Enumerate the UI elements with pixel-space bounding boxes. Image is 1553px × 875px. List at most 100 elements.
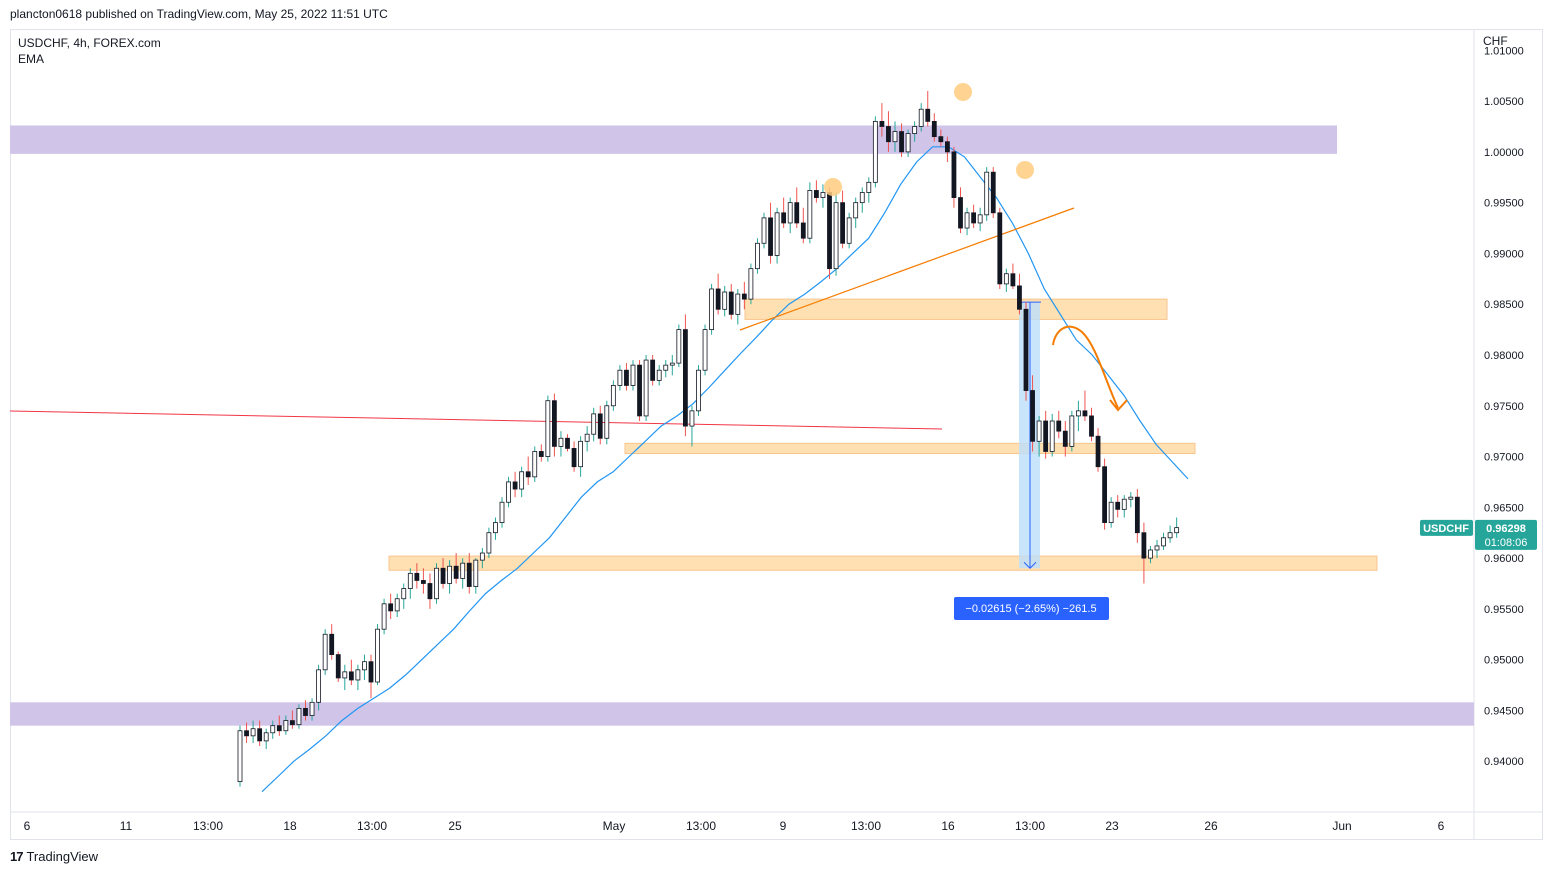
candle-body[interactable] <box>676 329 682 364</box>
candle-body[interactable] <box>381 603 387 630</box>
candle-body[interactable] <box>1095 435 1101 468</box>
candle-body[interactable] <box>755 242 760 270</box>
red-trend-line[interactable] <box>9 410 943 430</box>
candle-body[interactable] <box>604 405 610 439</box>
candle-body[interactable] <box>309 701 315 716</box>
candle-body[interactable] <box>761 217 767 244</box>
candle-body[interactable] <box>565 437 570 449</box>
candle-body[interactable] <box>774 212 780 256</box>
indicator-label[interactable]: EMA <box>18 52 45 66</box>
candle-body[interactable] <box>335 654 341 679</box>
symbol-tag[interactable] <box>1420 519 1473 536</box>
candle-body[interactable] <box>1102 466 1107 523</box>
candle-body[interactable] <box>892 131 898 143</box>
candle-body[interactable] <box>519 471 525 490</box>
marker-shoulder-right[interactable] <box>1016 161 1034 179</box>
candle-body[interactable] <box>859 192 865 204</box>
candle-body[interactable] <box>270 725 276 734</box>
zone-purple-0[interactable] <box>10 125 1337 154</box>
candle-body[interactable] <box>375 628 380 683</box>
candle-body[interactable] <box>434 567 439 600</box>
zone-purple-1[interactable] <box>10 702 1474 726</box>
candle-body[interactable] <box>1023 308 1029 391</box>
candle-body[interactable] <box>545 400 551 457</box>
candle-body[interactable] <box>263 732 269 742</box>
candle-body[interactable] <box>1121 498 1127 510</box>
candle-body[interactable] <box>329 633 335 655</box>
candle-body[interactable] <box>552 400 557 447</box>
candle-body[interactable] <box>506 481 511 503</box>
candle-body[interactable] <box>964 212 970 229</box>
candle-body[interactable] <box>440 567 446 584</box>
candle-body[interactable] <box>257 728 263 742</box>
candle-body[interactable] <box>696 369 701 412</box>
candle-body[interactable] <box>388 603 394 612</box>
candle-body[interactable] <box>938 136 944 143</box>
candle-body[interactable] <box>453 565 459 579</box>
price-tag[interactable] <box>1475 519 1537 550</box>
candle-body[interactable] <box>296 708 302 726</box>
candle-body[interactable] <box>512 481 518 490</box>
candle-body[interactable] <box>899 131 904 153</box>
candle-body[interactable] <box>709 288 714 330</box>
marker-head[interactable] <box>954 83 972 101</box>
candle-body[interactable] <box>840 202 845 244</box>
candle-body[interactable] <box>663 364 669 371</box>
candle-body[interactable] <box>722 291 728 310</box>
candle-body[interactable] <box>1076 410 1081 417</box>
candle-body[interactable] <box>905 133 911 153</box>
candle-body[interactable] <box>827 192 832 270</box>
candle-body[interactable] <box>1069 415 1075 447</box>
candle-body[interactable] <box>466 562 472 587</box>
candle-body[interactable] <box>610 385 616 407</box>
candle-body[interactable] <box>348 671 354 681</box>
candle-body[interactable] <box>787 202 793 224</box>
ema-line[interactable] <box>261 146 1189 793</box>
candle-body[interactable] <box>951 151 957 198</box>
candle-body[interactable] <box>958 197 963 229</box>
candle-body[interactable] <box>990 171 996 214</box>
candle-body[interactable] <box>689 410 695 427</box>
candle-body[interactable] <box>872 121 878 183</box>
candle-body[interactable] <box>1062 430 1068 447</box>
candle-body[interactable] <box>479 552 485 561</box>
candle-body[interactable] <box>250 728 256 737</box>
candle-body[interactable] <box>558 437 564 447</box>
candle-body[interactable] <box>1089 415 1094 437</box>
candle-body[interactable] <box>781 212 787 224</box>
candle-body[interactable] <box>768 217 773 256</box>
candle-body[interactable] <box>407 572 413 589</box>
candle-body[interactable] <box>735 293 741 315</box>
candle-body[interactable] <box>1141 532 1147 559</box>
candle-body[interactable] <box>538 451 544 457</box>
candle-body[interactable] <box>643 359 649 417</box>
candle-body[interactable] <box>283 720 289 732</box>
candle-body[interactable] <box>1082 410 1088 417</box>
candle-body[interactable] <box>1108 501 1114 523</box>
candle-body[interactable] <box>447 565 453 584</box>
candle-body[interactable] <box>741 293 747 300</box>
candle-body[interactable] <box>427 583 433 600</box>
candle-body[interactable] <box>532 451 538 478</box>
candle-body[interactable] <box>984 171 990 216</box>
candle-body[interactable] <box>401 588 407 600</box>
candle-body[interactable] <box>918 108 924 127</box>
candle-body[interactable] <box>630 364 636 386</box>
candle-body[interactable] <box>1056 420 1062 432</box>
candle-body[interactable] <box>853 202 859 219</box>
candle-body[interactable] <box>584 433 590 442</box>
candle-body[interactable] <box>1017 285 1022 310</box>
candle-body[interactable] <box>807 190 813 239</box>
candle-body[interactable] <box>316 669 322 703</box>
candle-body[interactable] <box>617 369 623 386</box>
candle-body[interactable] <box>977 214 983 224</box>
candle-body[interactable] <box>800 222 806 239</box>
candle-body[interactable] <box>1161 537 1166 547</box>
candle-body[interactable] <box>303 708 308 716</box>
candle-body[interactable] <box>971 212 976 224</box>
candle-body[interactable] <box>886 126 891 143</box>
candle-body[interactable] <box>276 725 282 732</box>
candle-body[interactable] <box>591 413 597 435</box>
marker-shoulder-left[interactable] <box>824 178 842 196</box>
